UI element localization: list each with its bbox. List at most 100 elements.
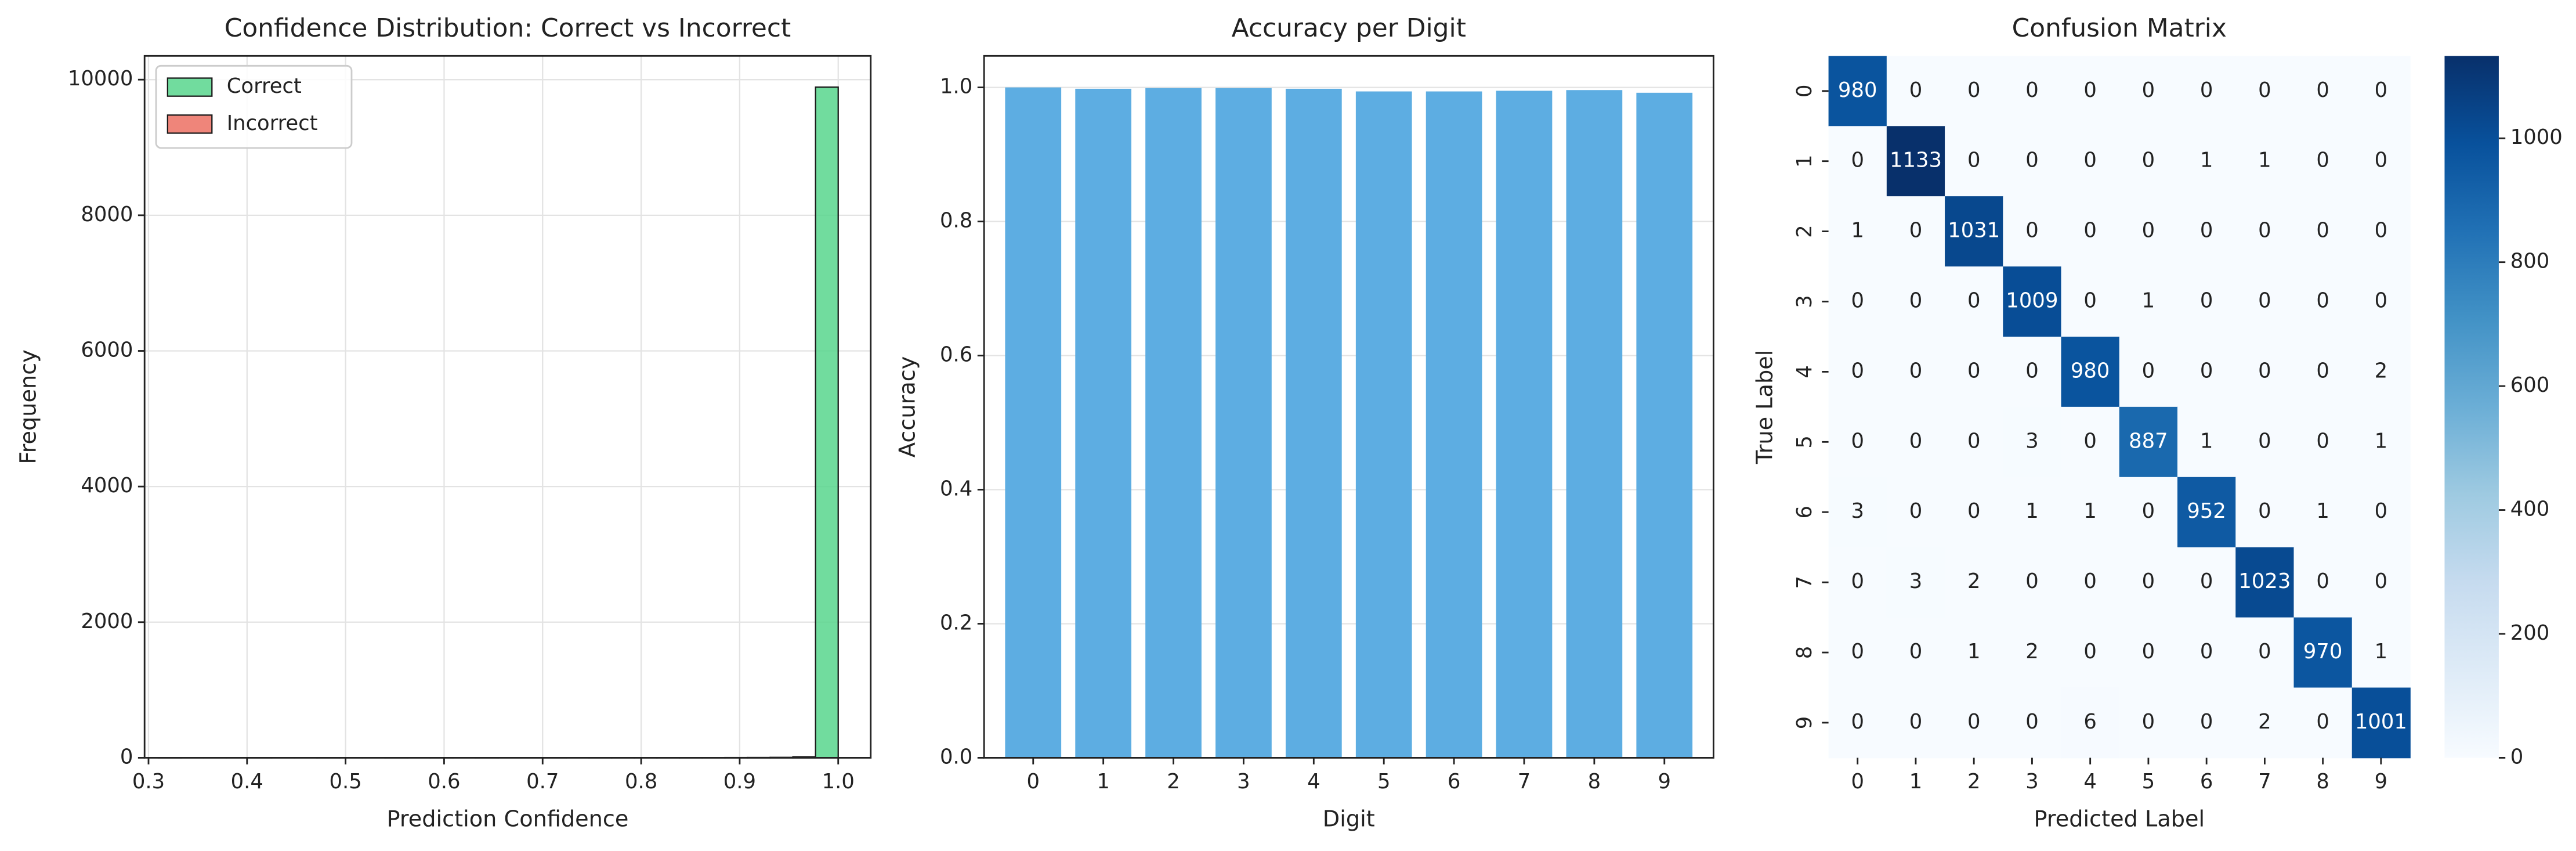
heatmap-cell xyxy=(2119,196,2178,267)
y-tick-label: 4000 xyxy=(81,474,133,497)
cell-value: 1001 xyxy=(2355,710,2407,734)
heatmap-cell xyxy=(2061,266,2120,337)
bar xyxy=(1496,91,1553,758)
cell-value: 1 xyxy=(2316,499,2329,523)
cell-value: 0 xyxy=(1909,429,1923,453)
heatmap-cell xyxy=(2351,196,2411,267)
y-axis-label: Frequency xyxy=(16,349,41,464)
x-tick-label: 2 xyxy=(1167,770,1180,794)
x-tick-label: 1.0 xyxy=(822,770,855,794)
x-axis-label: Digit xyxy=(1323,807,1375,832)
heatmap-cell xyxy=(2061,126,2120,197)
cell-value: 0 xyxy=(2258,78,2271,102)
cell-value: 1 xyxy=(2200,429,2213,453)
heatmap-cell xyxy=(1828,547,1887,618)
cell-value: 2 xyxy=(2375,359,2388,383)
plot-frame xyxy=(143,55,872,759)
heatmap-cell xyxy=(2235,196,2295,267)
heatmap-cell xyxy=(2119,687,2178,759)
heatmap-cell xyxy=(1886,687,1945,759)
heatmap-cell xyxy=(2119,477,2178,548)
cell-value: 0 xyxy=(1851,710,1864,734)
cell-value: 0 xyxy=(2142,499,2155,523)
chart-title: Confusion Matrix xyxy=(2012,13,2227,43)
heatmap-cell xyxy=(2177,477,2237,548)
heatmap-cell xyxy=(2061,196,2120,267)
heatmap-cell xyxy=(2003,126,2062,197)
heatmap-cell xyxy=(1886,266,1945,337)
heatmap-cell xyxy=(1886,406,1945,478)
x-tick-label: 3 xyxy=(1237,770,1250,794)
cell-value: 970 xyxy=(2303,640,2343,664)
cell-value: 0 xyxy=(2375,78,2388,102)
heatmap-cell xyxy=(2061,336,2120,408)
heatmap-cell xyxy=(1886,547,1945,618)
cell-value: 0 xyxy=(2200,78,2213,102)
cell-value: 0 xyxy=(2258,219,2271,243)
heatmap-cell xyxy=(2293,336,2353,408)
y-tick-label: 0 xyxy=(120,745,133,769)
x-tick-label: 0.9 xyxy=(723,770,756,794)
cell-value: 0 xyxy=(2200,219,2213,243)
cell-value: 0 xyxy=(2025,78,2039,102)
heatmap-cell xyxy=(2177,406,2237,478)
x-tick-label: 2 xyxy=(1967,770,1981,794)
x-tick-label: 5 xyxy=(2142,770,2155,794)
cell-value: 0 xyxy=(2316,359,2329,383)
cell-value: 0 xyxy=(2083,219,2097,243)
heatmap-cell xyxy=(2177,126,2237,197)
y-tick-label: 0.4 xyxy=(940,477,972,500)
cell-value: 0 xyxy=(2083,78,2097,102)
x-tick-label: 1 xyxy=(1909,770,1923,794)
cell-value: 0 xyxy=(2258,289,2271,312)
legend-swatch xyxy=(167,77,213,97)
cell-value: 0 xyxy=(2025,359,2039,383)
x-tick-label: 6 xyxy=(2200,770,2213,794)
heatmap-cell xyxy=(1886,617,1945,688)
heatmap-cell xyxy=(2351,406,2411,478)
y-tick-label: 6000 xyxy=(81,338,133,362)
cell-value: 0 xyxy=(2316,569,2329,593)
y-tick-label: 4 xyxy=(1793,365,1817,378)
heatmap-cell xyxy=(1945,477,2004,548)
heatmap-cell xyxy=(1828,687,1887,759)
y-tick-label: 2 xyxy=(1793,225,1817,238)
x-tick-label: 0.8 xyxy=(625,770,657,794)
cell-value: 2 xyxy=(2258,710,2271,734)
cell-value: 0 xyxy=(1967,359,1981,383)
y-tick-label: 7 xyxy=(1793,576,1817,589)
y-tick-label: 0.0 xyxy=(940,745,972,769)
cell-value: 1009 xyxy=(2006,289,2058,312)
x-tick-label: 0.7 xyxy=(526,770,559,794)
heatmap-cell xyxy=(2235,547,2295,618)
heatmap-cell xyxy=(1828,56,1887,127)
heatmap-cell xyxy=(1945,687,2004,759)
y-tick-label: 0.8 xyxy=(940,209,972,233)
cell-value: 0 xyxy=(2375,219,2388,243)
heatmap-cell xyxy=(1828,336,1887,408)
cell-value: 0 xyxy=(2200,640,2213,664)
cell-value: 0 xyxy=(1909,78,1923,102)
bar xyxy=(1566,90,1623,758)
cell-value: 0 xyxy=(1967,429,1981,453)
cell-value: 6 xyxy=(2083,710,2097,734)
heatmap-cell xyxy=(2119,617,2178,688)
heatmap-cell xyxy=(2177,617,2237,688)
chart-title: Accuracy per Digit xyxy=(1232,13,1466,43)
cell-value: 0 xyxy=(2200,569,2213,593)
cell-value: 0 xyxy=(1967,149,1981,172)
plot-frame xyxy=(983,55,1714,759)
cell-value: 0 xyxy=(2142,149,2155,172)
heatmap-cell xyxy=(2293,266,2353,337)
heatmap-cell xyxy=(2003,56,2062,127)
cell-value: 1 xyxy=(2200,149,2213,172)
cell-value: 0 xyxy=(1967,499,1981,523)
heatmap-cell xyxy=(2119,547,2178,618)
cell-value: 0 xyxy=(1909,640,1923,664)
heatmap-cell xyxy=(2177,547,2237,618)
heatmap-cell xyxy=(1886,336,1945,408)
heatmap-cell xyxy=(2061,617,2120,688)
heatmap-cell xyxy=(2003,547,2062,618)
cell-value: 0 xyxy=(2083,289,2097,312)
cell-value: 980 xyxy=(2071,359,2110,383)
